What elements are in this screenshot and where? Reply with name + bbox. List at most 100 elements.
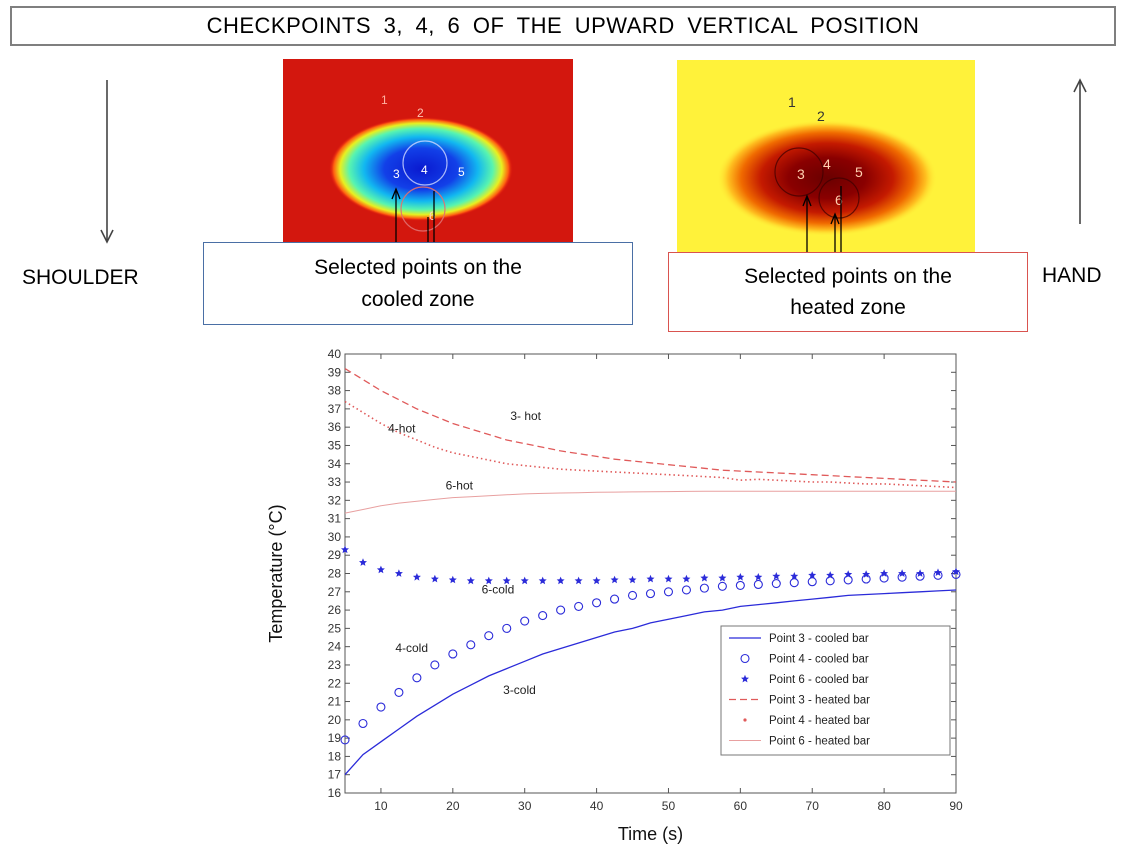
legend-entry: Point 3 - cooled bar [769, 633, 869, 645]
x-tick-label: 10 [374, 799, 388, 813]
temperature-chart-panel: 10 20 30 40 50 60 70 80 90 16 17 18 19 20 21 22 23 24 25 26… [232, 330, 967, 851]
series-annotation: 3- hot [510, 409, 541, 423]
cooled-callout-line-1: Selected points on the [314, 256, 522, 279]
series-2-point [448, 575, 457, 584]
hand-label: HAND [1042, 264, 1102, 287]
series-1-point [484, 631, 494, 641]
series-2-point [952, 567, 960, 576]
y-tick-label: 17 [328, 768, 342, 782]
series-2-point [520, 576, 529, 585]
series-1-point [502, 623, 512, 633]
series-1-point [340, 735, 350, 745]
y-axis-title: Temperature (°C) [266, 504, 286, 642]
cooled-thermal-image: 1 2 3 4 5 6 [283, 59, 573, 245]
series-1-point [699, 583, 709, 593]
series-1-point [448, 649, 458, 659]
heated-point-6: 6 [835, 192, 843, 208]
y-tick-label: 38 [328, 384, 342, 398]
series-2-point [664, 574, 673, 583]
series-1-point [645, 589, 656, 599]
y-tick-label: 20 [328, 713, 342, 727]
series-2-point [808, 571, 817, 579]
y-tick-label: 39 [328, 365, 342, 379]
series-2-point [754, 573, 763, 581]
legend-entry: Point 6 - heated bar [769, 736, 870, 748]
y-tick-label: 18 [328, 749, 342, 763]
series-1-point [520, 616, 530, 626]
cooled-point-2: 2 [417, 106, 424, 120]
series-2-point [556, 576, 565, 585]
y-tick-label: 28 [328, 567, 342, 581]
heated-point-3: 3 [797, 166, 805, 182]
heated-callout-line-2: heated zone [790, 296, 906, 319]
x-tick-label: 50 [662, 799, 676, 813]
series-2-point [610, 575, 619, 584]
cooled-callout-line-2: cooled zone [361, 287, 475, 311]
shoulder-label: SHOULDER [22, 266, 139, 289]
series-2-point [394, 569, 403, 577]
legend-entry: Point 4 - cooled bar [769, 654, 869, 666]
heated-point-4: 4 [823, 156, 831, 172]
cooled-point-6: 6 [429, 209, 436, 223]
series-1-point [789, 578, 799, 588]
series-1-point [394, 687, 404, 697]
y-tick-label: 26 [328, 603, 342, 617]
series-1-point [574, 601, 584, 611]
series-1-point [753, 579, 763, 590]
series-2-point [934, 568, 942, 576]
heated-thermal-image: 1 2 3 4 5 6 [677, 60, 975, 252]
series-2-point [718, 573, 727, 582]
y-tick-label: 25 [328, 621, 342, 635]
series-annotation: 6-cold [482, 583, 515, 597]
series-4-line [344, 400, 957, 489]
series-2-point [502, 576, 511, 585]
series-2-point [628, 575, 637, 584]
series-annotation: 3-cold [503, 683, 536, 697]
cooled-point-3: 3 [393, 167, 400, 181]
series-2-point [592, 576, 601, 585]
x-axis-title: Time (s) [618, 824, 683, 844]
cooled-zone-callout: Selected points on the cooled zone [203, 242, 633, 325]
series-2-point [341, 545, 349, 554]
page-title: CHECKPOINTS 3, 4, 6 OF THE UPWARD VERTIC… [10, 6, 1116, 46]
series-2-point [466, 576, 475, 585]
x-tick-label: 70 [806, 799, 820, 813]
y-tick-label: 29 [328, 548, 342, 562]
series-1-point [430, 660, 440, 670]
y-tick-label: 19 [328, 731, 342, 745]
series-2-point [646, 574, 655, 583]
series-2-point [772, 572, 781, 580]
series-5-line [344, 490, 956, 514]
y-tick-label: 34 [328, 457, 342, 471]
heated-callout-line-1: Selected points on the [744, 264, 952, 288]
y-tick-label: 37 [328, 402, 342, 416]
y-tick-label: 16 [328, 786, 342, 800]
series-annotation: 4-cold [395, 641, 428, 655]
y-tick-label: 30 [328, 530, 342, 544]
x-tick-label: 90 [949, 799, 963, 813]
x-tick-label: 20 [446, 799, 460, 813]
y-tick-label: 33 [328, 475, 342, 489]
series-annotation: 6-hot [446, 478, 474, 492]
series-2-point [862, 570, 871, 578]
legend-entry: Point 3 - heated bar [769, 695, 870, 707]
y-tick-label: 23 [328, 658, 342, 672]
series-2-point [538, 576, 547, 585]
x-tick-label: 80 [877, 799, 891, 813]
heated-point-2: 2 [817, 108, 825, 124]
series-2-point [700, 573, 709, 582]
heated-zone-callout: Selected points on the heated zone [668, 252, 1028, 332]
series-2-point [412, 573, 421, 581]
series-1-point [358, 718, 368, 729]
series-1-point [735, 580, 745, 590]
series-2-point [844, 570, 853, 578]
series-1-point [771, 579, 781, 589]
series-2-point [359, 558, 367, 566]
series-2-point [790, 572, 799, 580]
series-2-point [880, 569, 889, 577]
series-1-point [538, 611, 548, 621]
y-tick-label: 31 [328, 512, 342, 526]
series-1-point [663, 587, 674, 597]
down-arrow-icon [100, 80, 114, 244]
series-1-point [376, 702, 386, 712]
